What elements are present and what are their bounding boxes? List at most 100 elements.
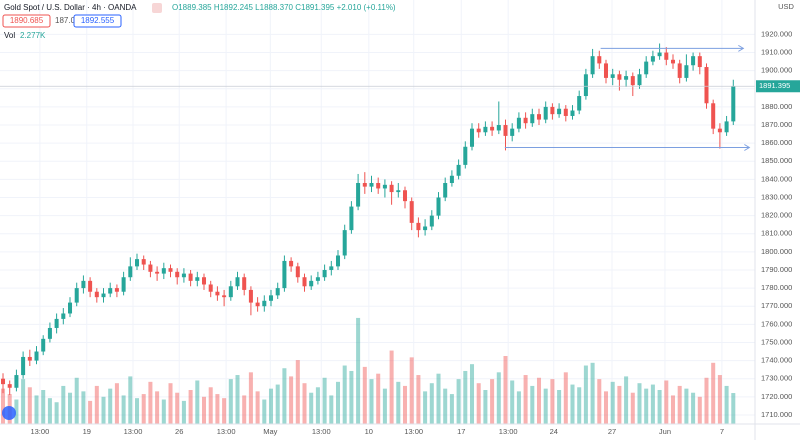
volume-bar — [670, 395, 676, 424]
axes: 1710.000 1720.000 1730.000 1740.000 1750.000… — [30, 29, 800, 436]
y-tick-label: 1870.000 — [761, 120, 792, 129]
candle-body — [128, 266, 133, 278]
bid-price: 1890.685 — [10, 16, 44, 25]
volume-bar — [34, 395, 39, 424]
volume-bar — [168, 383, 173, 424]
candle-body — [557, 108, 562, 115]
volume-bar — [597, 379, 602, 424]
volume-bar — [54, 402, 59, 424]
candle-body — [570, 110, 575, 116]
candle-body — [108, 288, 113, 294]
y-tick-label: 1920.000 — [761, 29, 792, 38]
candle-body — [262, 300, 267, 307]
volume-bar — [121, 395, 126, 424]
volume-bar — [295, 360, 300, 424]
volume-bar — [402, 385, 408, 424]
candle-body — [369, 183, 374, 187]
x-tick-label: 13:00 — [30, 427, 49, 436]
volume-bar — [490, 379, 495, 424]
y-tick-label: 1900.000 — [761, 66, 792, 75]
volume-bar — [617, 385, 622, 424]
candle-body — [617, 74, 622, 80]
volume-bar — [322, 377, 327, 424]
volume-bar — [691, 392, 696, 424]
candle-body — [503, 125, 508, 136]
volume-bar — [563, 372, 568, 424]
last-price-tag — [756, 80, 800, 93]
candle-body — [148, 264, 153, 272]
candle-body — [536, 114, 542, 120]
candle-body — [88, 280, 93, 292]
candle-body — [61, 313, 66, 319]
volume-bar — [175, 392, 180, 424]
y-tick-label: 1770.000 — [761, 301, 792, 310]
volume-bar — [429, 383, 434, 424]
volume-bar — [570, 384, 575, 424]
candle-body — [530, 114, 535, 124]
volume-bar — [195, 380, 200, 424]
candle-body — [657, 52, 662, 57]
x-tick-label: 17 — [457, 427, 465, 436]
candle-body — [610, 74, 615, 78]
ohlc-legend: O1889.385 H1892.245 L1888.370 C1891.395 … — [172, 3, 396, 12]
candle-body — [342, 230, 347, 256]
x-tick-label: 10 — [365, 427, 373, 436]
candle-body — [315, 277, 320, 281]
candle-body — [416, 222, 421, 231]
volume-bar — [510, 380, 515, 424]
volume-bar — [329, 395, 334, 424]
volume-bar — [47, 398, 52, 424]
volume-bar — [315, 387, 320, 424]
volume-bar — [27, 387, 32, 424]
candle-body — [423, 226, 428, 231]
volume-bar — [664, 380, 669, 424]
candle-body — [68, 302, 73, 314]
candle-body — [248, 289, 253, 303]
candle-body — [711, 103, 716, 129]
candle-body — [637, 74, 642, 86]
candle-body — [34, 351, 39, 361]
x-tick-label: 19 — [83, 427, 91, 436]
logo[interactable] — [2, 406, 16, 420]
y-tick-label: 1710.000 — [761, 410, 792, 419]
volume-bar — [228, 379, 233, 424]
currency-label: USD — [778, 2, 794, 11]
candle-body — [195, 277, 200, 281]
volume-bar — [409, 357, 414, 424]
volume-bar — [108, 388, 113, 424]
candle-body — [54, 318, 59, 328]
candle-body — [47, 327, 52, 339]
volume-bar — [711, 362, 716, 424]
volume-bar — [443, 388, 448, 424]
candle-body — [356, 183, 361, 207]
candle-body — [684, 65, 689, 78]
candle-body — [429, 215, 434, 227]
y-tick-label: 1720.000 — [761, 392, 792, 401]
overlays — [0, 44, 755, 151]
candle-body — [201, 277, 207, 285]
trend-arrow — [738, 44, 745, 52]
volume-bar — [583, 365, 588, 424]
volume-bar — [423, 391, 428, 424]
candle-body — [208, 284, 213, 292]
y-tick-label: 1780.000 — [761, 283, 792, 292]
candle-body — [1, 378, 6, 385]
y-tick-label: 1860.000 — [761, 138, 792, 147]
candle-body — [222, 295, 227, 298]
volume-bar — [242, 395, 247, 424]
last-price-label: 1891.395 — [759, 81, 790, 90]
candle-body — [523, 117, 528, 124]
volume-bar — [222, 398, 227, 424]
legend-icon[interactable] — [152, 3, 162, 13]
candle-body — [476, 128, 481, 133]
volume-pane — [1, 317, 736, 424]
volume-bar — [155, 391, 160, 424]
candle-body — [704, 67, 709, 104]
sell-button[interactable] — [2, 14, 51, 28]
y-tick-label: 1910.000 — [761, 48, 792, 57]
buy-button[interactable] — [73, 14, 122, 28]
volume-bar — [697, 396, 702, 424]
candle-body — [295, 266, 300, 278]
candle-body — [409, 201, 414, 223]
volume-bar — [74, 377, 79, 424]
